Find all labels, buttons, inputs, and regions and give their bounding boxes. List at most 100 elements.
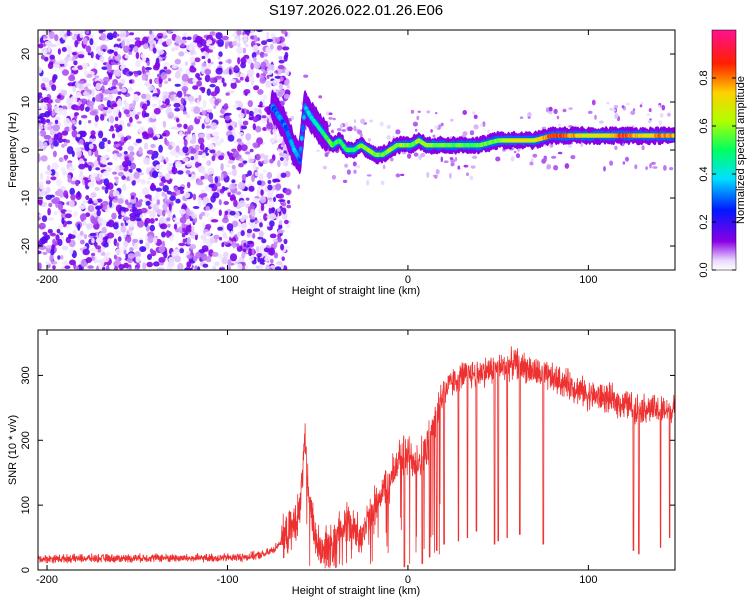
noise-blob [457,165,461,170]
noise-blob [47,42,53,46]
noise-blob [164,173,171,181]
noise-blob [57,48,62,55]
noise-blob [82,221,87,226]
noise-blob [45,194,52,200]
noise-blob [49,253,54,263]
noise-blob [245,43,249,48]
noise-blob [253,61,261,69]
noise-blob [218,61,223,65]
noise-blob [342,179,348,183]
noise-blob [214,176,219,184]
noise-blob [221,35,229,41]
noise-blob [234,73,239,77]
noise-blob [165,157,169,163]
noise-blob [297,184,301,190]
noise-blob [277,64,285,70]
noise-blob [541,158,547,164]
noise-blob [77,190,81,198]
noise-blob [89,110,97,116]
noise-blob [107,219,115,228]
noise-blob [450,162,454,167]
spectrogram-xtick-label: 0 [405,274,411,286]
noise-blob [209,97,216,103]
noise-blob [170,94,174,102]
noise-blob [38,198,43,206]
noise-blob [82,37,87,45]
noise-blob [122,160,129,168]
noise-blob [395,129,401,135]
noise-blob [166,165,173,171]
noise-blob [207,63,212,68]
noise-blob [96,265,99,270]
noise-blob [149,43,153,51]
noise-blob [267,197,273,201]
noise-blob [380,180,385,186]
noise-blob [247,68,255,77]
spectrogram-y-axis: -20 -10 0 10 20 [20,48,675,254]
noise-blob [303,74,309,78]
noise-blob [110,61,116,66]
noise-blob [230,230,234,239]
noise-blob [243,89,251,94]
noise-blob [121,40,126,49]
noise-blob [200,175,205,180]
noise-blob [150,143,156,149]
noise-blob [114,46,119,51]
noise-blob [41,215,48,223]
noise-blob [185,169,191,175]
noise-blob [167,78,172,82]
noise-blob [121,175,126,181]
noise-blob [663,165,667,171]
noise-blob [223,251,229,258]
noise-blob [51,84,57,91]
noise-blob [57,255,61,260]
noise-blob [280,144,284,148]
noise-blob [58,157,64,163]
noise-blob [142,36,149,45]
noise-blob [81,130,86,138]
noise-blob [107,93,114,101]
noise-blob [324,152,329,158]
noise-blob [268,69,273,75]
noise-blob [38,66,43,74]
noise-blob [179,208,186,215]
noise-blob [179,105,184,111]
noise-blob [93,62,97,70]
noise-blob [106,232,115,239]
noise-blob [100,114,105,121]
noise-blob [178,242,186,247]
noise-blob [75,91,82,99]
noise-blob [175,35,182,44]
noise-blob [208,45,216,50]
noise-blob [52,265,56,270]
noise-blob [282,145,287,151]
noise-blob [248,110,254,117]
noise-blob [111,133,116,139]
noise-blob [291,115,294,121]
noise-blob [266,31,270,40]
noise-blob [241,174,247,181]
noise-blob [162,209,166,217]
noise-blob [274,266,282,270]
noise-blob [462,110,468,115]
noise-blob [249,148,254,153]
noise-blob [171,166,175,172]
noise-blob [147,85,155,91]
noise-blob [256,37,260,42]
noise-blob [71,56,76,62]
noise-blob [266,171,273,179]
noise-blob [661,104,666,111]
noise-blob [71,119,76,125]
noise-blob [214,99,220,106]
snr-y-label: SNR (10 * v/v) [7,415,19,485]
noise-blob [359,133,363,138]
noise-blob [91,252,96,257]
noise-blob [57,238,63,247]
noise-blob [606,101,610,105]
noise-blob [286,204,292,209]
noise-blob [122,241,129,247]
noise-blob [171,64,178,69]
noise-blob [228,68,232,75]
spectrogram-ytick-label: -10 [20,190,32,206]
noise-blob [129,247,134,252]
